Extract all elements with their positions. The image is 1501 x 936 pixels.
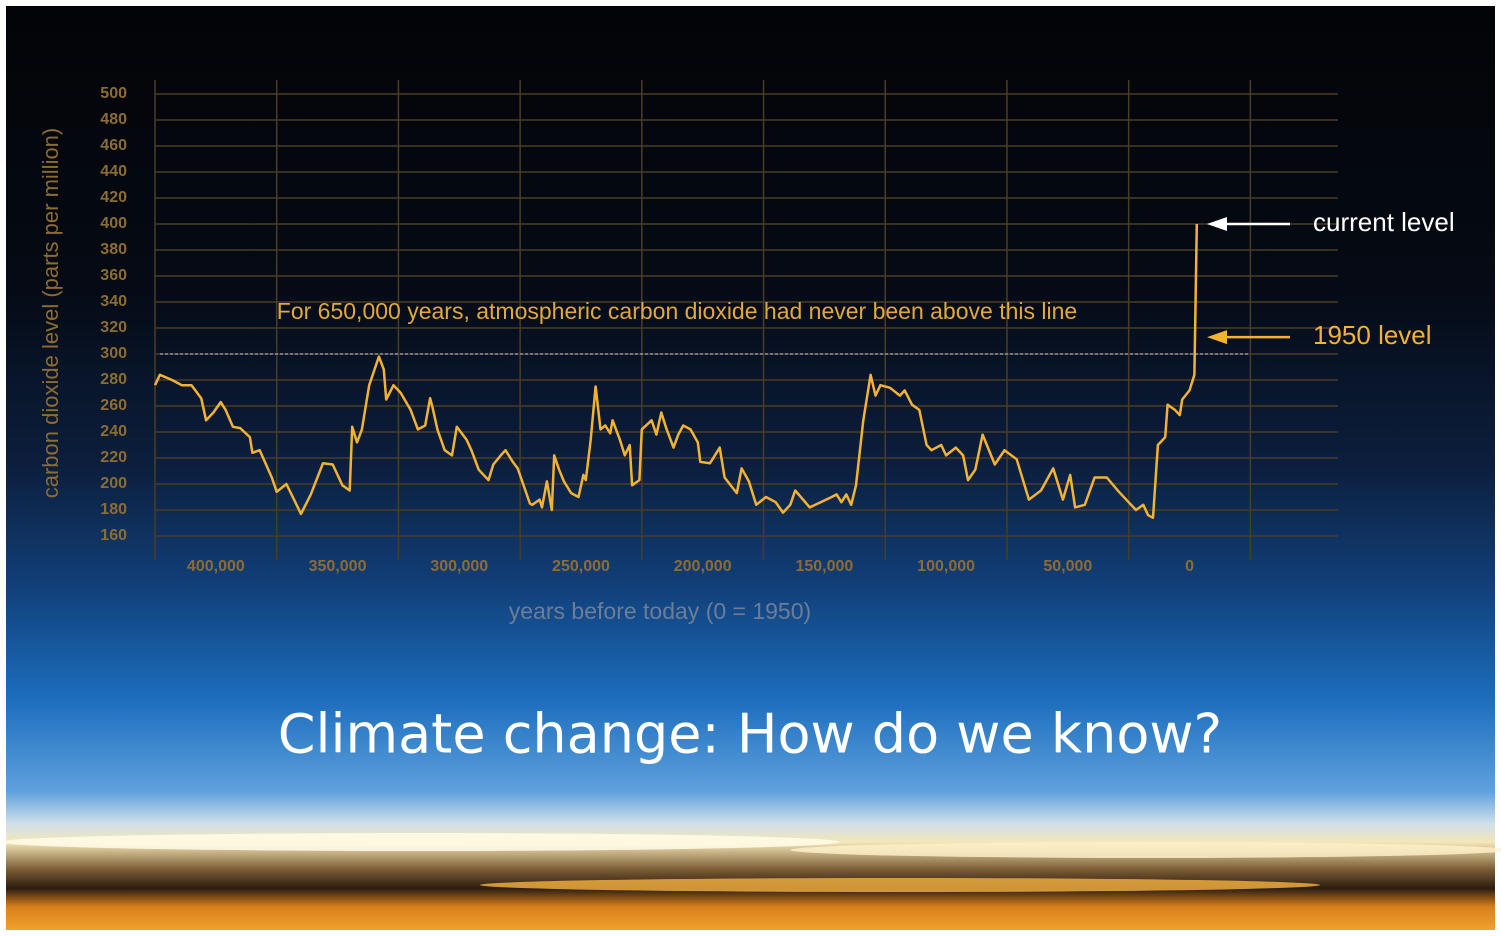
- y-axis-label: carbon dioxide level (parts per million): [38, 128, 63, 499]
- background: [6, 6, 1495, 930]
- glow: [480, 878, 1320, 892]
- reference-label: For 650,000 years, atmospheric carbon di…: [277, 298, 1077, 324]
- y-tick-label: 500: [100, 85, 127, 102]
- cloud: [790, 842, 1501, 858]
- x-tick-label: 200,000: [674, 558, 732, 575]
- y-tick-label: 220: [100, 449, 127, 466]
- y-tick-label: 240: [100, 423, 127, 440]
- y-tick-label: 460: [100, 137, 127, 154]
- y-tick-label: 160: [100, 527, 127, 544]
- y-tick-label: 340: [100, 293, 127, 310]
- x-tick-label: 350,000: [309, 558, 367, 575]
- x-tick-label: 150,000: [795, 558, 853, 575]
- headline: Climate change: How do we know?: [278, 703, 1222, 766]
- y-tick-label: 260: [100, 397, 127, 414]
- x-tick-label: 300,000: [430, 558, 488, 575]
- y-tick-label: 180: [100, 501, 127, 518]
- x-tick-label: 0: [1185, 558, 1194, 575]
- slide: carbon dioxide level (parts per million)…: [0, 0, 1501, 936]
- y-tick-label: 380: [100, 241, 127, 258]
- y-tick-label: 200: [100, 475, 127, 492]
- annotation-label: 1950 level: [1313, 320, 1432, 350]
- y-tick-label: 440: [100, 163, 127, 180]
- y-tick-label: 420: [100, 189, 127, 206]
- y-tick-label: 480: [100, 111, 127, 128]
- annotation-label: current level: [1313, 207, 1455, 237]
- y-tick-label: 360: [100, 267, 127, 284]
- x-tick-label: 400,000: [187, 558, 245, 575]
- x-tick-label: 100,000: [917, 558, 975, 575]
- cloud: [0, 833, 840, 851]
- y-tick-label: 280: [100, 371, 127, 388]
- x-axis-label: years before today (0 = 1950): [509, 598, 811, 624]
- y-tick-label: 400: [100, 215, 127, 232]
- y-tick-label: 300: [100, 345, 127, 362]
- x-tick-label: 250,000: [552, 558, 610, 575]
- y-tick-label: 320: [100, 319, 127, 336]
- x-tick-label: 50,000: [1043, 558, 1092, 575]
